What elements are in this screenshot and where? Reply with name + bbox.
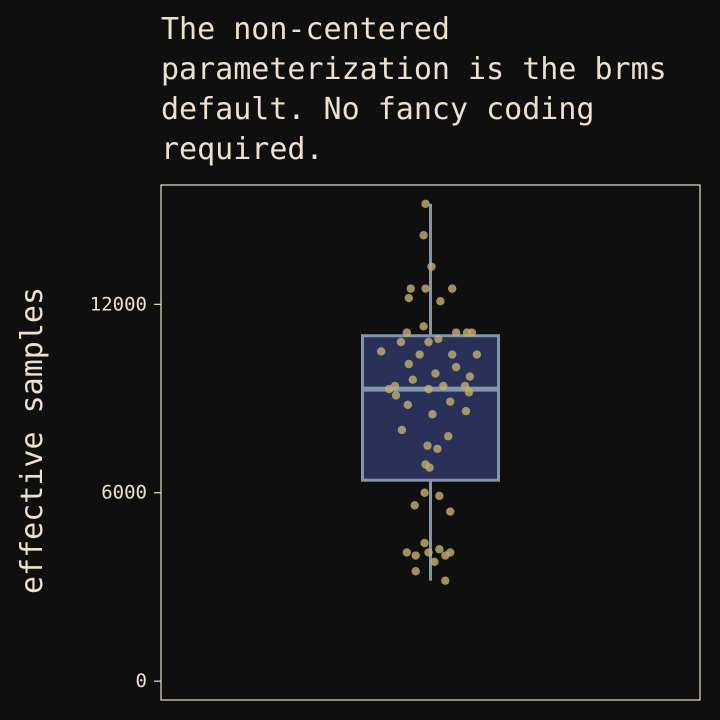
data-point — [436, 296, 445, 306]
y-axis: 0 6000 12000 — [90, 293, 161, 692]
data-point — [464, 388, 474, 397]
data-point — [419, 322, 428, 331]
data-point — [431, 369, 440, 378]
y-tick-label: 12000 — [90, 293, 147, 315]
data-point — [402, 548, 412, 557]
data-point — [402, 328, 412, 337]
data-point — [434, 334, 443, 344]
data-point — [451, 328, 461, 337]
data-point — [419, 231, 428, 240]
data-point — [446, 397, 455, 406]
data-point — [433, 444, 442, 453]
data-point — [396, 337, 406, 347]
data-point — [435, 545, 444, 554]
data-points — [377, 199, 482, 585]
data-point — [421, 199, 430, 209]
data-point — [420, 488, 429, 497]
chart-title: The non-centered parameterization is the… — [161, 12, 667, 167]
data-point — [403, 400, 413, 410]
data-point — [444, 432, 453, 441]
data-point — [391, 391, 401, 400]
data-point — [447, 284, 457, 293]
data-point — [424, 384, 433, 394]
y-tick-label: 6000 — [101, 482, 147, 504]
data-point — [439, 381, 448, 391]
data-point — [404, 359, 414, 369]
data-point — [420, 538, 429, 548]
data-point — [408, 375, 417, 384]
data-point — [451, 362, 461, 372]
data-point — [404, 293, 414, 303]
data-point — [435, 491, 444, 501]
data-point — [423, 441, 432, 450]
y-tick-label: 0 — [136, 670, 147, 692]
data-point — [424, 337, 433, 347]
data-point — [427, 262, 436, 271]
data-point — [446, 548, 455, 557]
data-point — [411, 567, 420, 576]
data-point — [428, 410, 437, 419]
data-point — [397, 425, 407, 435]
data-point — [411, 551, 420, 560]
data-point — [410, 501, 419, 510]
data-point — [467, 328, 477, 337]
data-point — [430, 557, 439, 567]
data-point — [406, 284, 415, 293]
data-point — [461, 406, 471, 416]
data-point — [424, 548, 433, 557]
data-point — [447, 350, 457, 359]
data-point — [441, 576, 450, 585]
data-point — [425, 463, 434, 472]
data-point — [415, 350, 424, 359]
data-point — [472, 350, 482, 359]
data-point — [384, 384, 394, 394]
data-point — [460, 381, 470, 391]
data-point — [377, 347, 386, 356]
box-iqr — [361, 334, 500, 482]
data-point — [421, 284, 430, 293]
data-point — [465, 372, 475, 381]
data-point — [446, 507, 455, 516]
